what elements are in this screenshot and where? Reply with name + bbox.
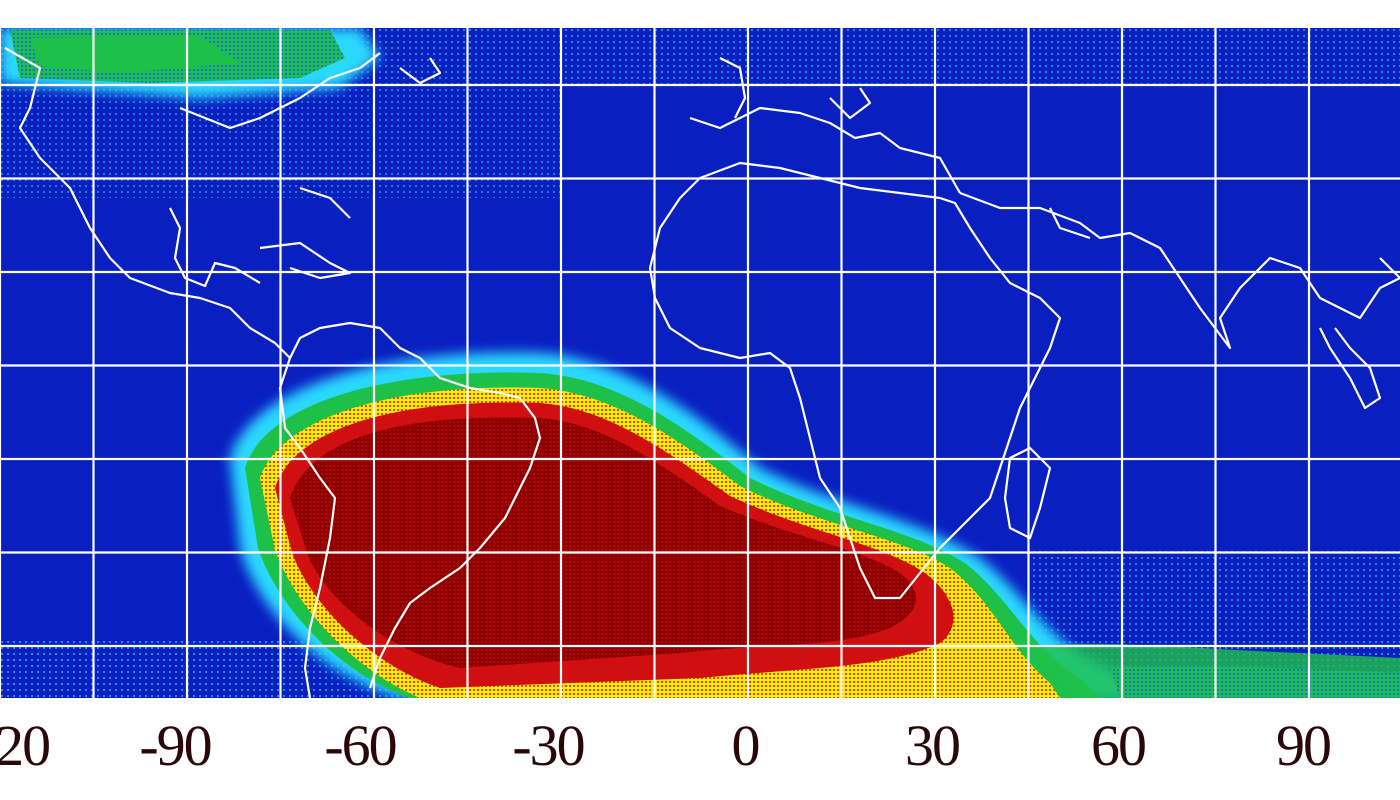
tick-label: 90 [1276,713,1332,778]
graticule [0,28,1400,698]
tick-label: 0 [731,713,761,778]
anomaly-plume [230,352,1400,698]
map-panel [0,28,1400,698]
northern-green-band [0,28,380,98]
longitude-axis: -120 -90 -60 -30 0 30 60 90 [0,700,1400,800]
tick-label: -120 [0,713,51,778]
tick-label: -30 [512,713,585,778]
coastlines [4,47,1400,698]
tick-label: 60 [1091,713,1147,778]
tick-label: 30 [905,713,961,778]
anomaly-map [0,28,1400,698]
tick-label: -90 [139,713,212,778]
tick-label: -60 [324,713,397,778]
